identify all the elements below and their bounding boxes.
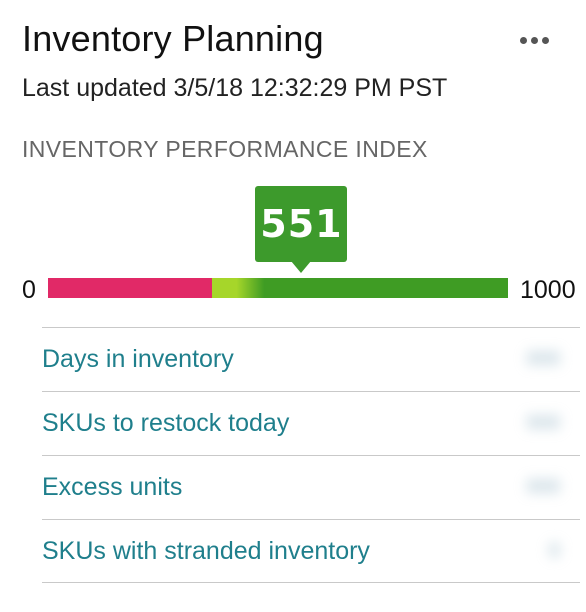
metric-row-excess-units[interactable]: Excess units 000 xyxy=(42,455,580,519)
card-title: Inventory Planning xyxy=(22,18,324,59)
scale-min-label: 0 xyxy=(22,276,36,304)
metric-row-stranded-inventory[interactable]: SKUs with stranded inventory 0 xyxy=(42,519,580,583)
score-pointer xyxy=(291,261,312,273)
last-updated-timestamp: Last updated 3/5/18 12:32:29 PM PST xyxy=(22,74,448,102)
metric-value: 0 xyxy=(548,539,560,562)
more-dot xyxy=(541,36,549,44)
metric-link-excess-units[interactable]: Excess units xyxy=(42,473,183,501)
metric-link-stranded-inventory[interactable]: SKUs with stranded inventory xyxy=(42,536,370,565)
scale-max-label: 1000 xyxy=(520,276,576,304)
more-dot xyxy=(530,36,538,44)
metric-link-days-in-inventory[interactable]: Days in inventory xyxy=(42,345,234,373)
performance-score-badge: 551 xyxy=(255,186,348,262)
metric-link-skus-to-restock[interactable]: SKUs to restock today xyxy=(42,409,290,437)
metric-row-days-in-inventory[interactable]: Days in inventory 000 xyxy=(42,327,580,391)
more-dot xyxy=(519,36,527,44)
metric-value: 000 xyxy=(526,412,560,434)
performance-scale-bar xyxy=(48,278,508,298)
metric-value: 000 xyxy=(526,348,560,370)
more-options-icon[interactable] xyxy=(512,30,556,50)
metric-row-skus-to-restock[interactable]: SKUs to restock today 000 xyxy=(42,391,580,455)
metric-value: 000 xyxy=(526,476,560,498)
metrics-list: Days in inventory 000 SKUs to restock to… xyxy=(42,327,580,583)
performance-index-heading: INVENTORY PERFORMANCE INDEX xyxy=(22,136,428,162)
